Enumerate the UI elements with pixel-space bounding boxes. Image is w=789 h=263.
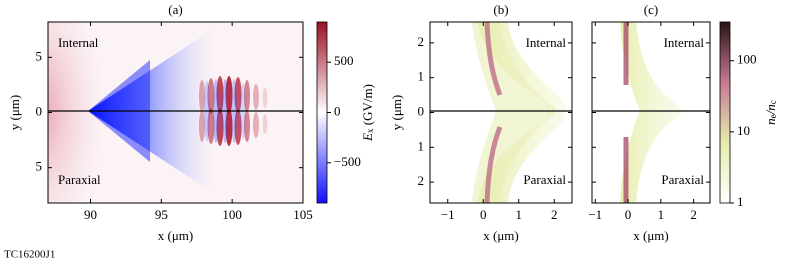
y-tick-label: 1 [418, 138, 425, 153]
label-subscript: e [768, 114, 778, 118]
colorbar-tick-label: −500 [334, 154, 361, 169]
x-axis-label: x (μm) [483, 228, 519, 243]
x-tick-label: 90 [84, 207, 97, 222]
heatmap-b [430, 22, 572, 203]
y-tick-label: 0 [36, 103, 43, 118]
footer: TC16200J1 [4, 249, 55, 261]
colorbar-label: ne/nc [763, 100, 778, 125]
colorbar-tick-label: 1 [737, 194, 744, 209]
annotation: Paraxial [523, 172, 566, 187]
x-tick-label: −1 [588, 207, 602, 222]
colorbar-tick-label: 10 [737, 123, 750, 138]
colorbar [316, 21, 328, 204]
label-text: /n [763, 104, 778, 115]
x-tick-label: 1 [658, 207, 665, 222]
x-tick-label: 0 [480, 207, 487, 222]
y-axis-label: y (μm) [389, 95, 404, 131]
y-tick-label: 1 [418, 69, 425, 84]
panel-title: (b) [493, 2, 508, 17]
panel-title: (c) [644, 2, 658, 17]
colorbar-tick-label: 0 [334, 103, 341, 118]
annotation: Paraxial [58, 172, 101, 187]
panel-title: (a) [168, 2, 182, 17]
x-tick-label: 0 [625, 207, 632, 222]
y-axis-label: y (μm) [7, 95, 22, 131]
colorbar-tick-label: 100 [737, 52, 757, 67]
x-tick-label: 105 [293, 207, 313, 222]
colorbar [719, 21, 731, 204]
label-text: n [763, 118, 778, 125]
y-tick-label: 5 [36, 48, 43, 63]
colorbar-tick-label: 500 [334, 53, 354, 68]
annotation: Internal [526, 35, 567, 50]
x-tick-label: 1 [516, 207, 523, 222]
heatmap-a [48, 22, 303, 203]
x-tick-label: −1 [441, 207, 455, 222]
y-tick-label: 2 [418, 173, 425, 188]
heatmap-c [592, 22, 710, 203]
annotation: Internal [664, 35, 705, 50]
annotation: Paraxial [661, 172, 704, 187]
x-axis-label: x (μm) [633, 228, 669, 243]
x-tick-label: 2 [551, 207, 558, 222]
label-subscript: x [365, 128, 375, 133]
y-tick-label: 2 [418, 34, 425, 49]
colorbar-label: Ex (GV/m) [360, 84, 375, 142]
label-text: E [360, 133, 375, 142]
x-tick-label: 95 [155, 207, 168, 222]
x-tick-label: 2 [690, 207, 697, 222]
x-axis-label: x (μm) [158, 228, 194, 243]
annotation: Internal [58, 35, 99, 50]
x-tick-label: 100 [222, 207, 242, 222]
y-tick-label: 0 [418, 103, 425, 118]
y-tick-label: 5 [36, 159, 43, 174]
label-subscript: c [768, 100, 778, 104]
label-text: (GV/m) [360, 84, 375, 128]
